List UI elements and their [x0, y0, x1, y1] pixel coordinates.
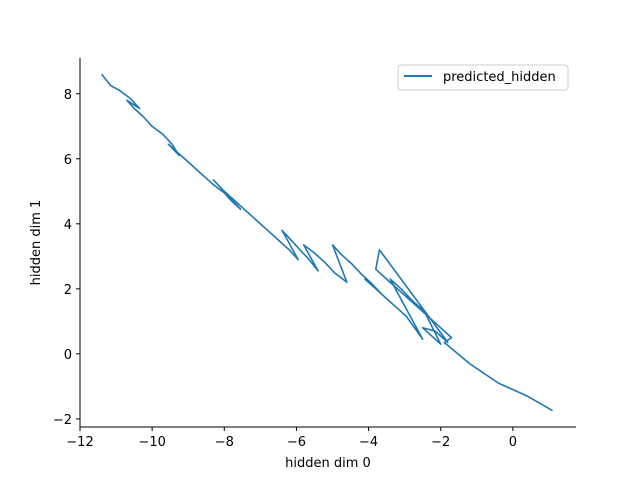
x-tick-label: 0 — [509, 435, 517, 450]
series-line — [100, 73, 553, 412]
legend-label: predicted_hidden — [443, 70, 556, 85]
x-tick-label: −12 — [66, 435, 93, 450]
series-layer — [100, 73, 553, 412]
x-axis-label: hidden dim 0 — [285, 456, 371, 471]
legend-box — [397, 64, 569, 91]
y-tick-label: 0 — [64, 348, 72, 363]
x-tick-label: −4 — [359, 435, 378, 450]
legend: predicted_hidden — [397, 64, 569, 91]
y-tick-label: 2 — [64, 283, 72, 298]
axes — [79, 58, 576, 428]
y-tick-label: −2 — [53, 413, 72, 428]
y-tick-label: 4 — [64, 218, 72, 233]
y-tick-label: 6 — [64, 153, 72, 168]
y-axis-ticks: −2 0 2 4 6 8 — [53, 88, 80, 428]
x-tick-label: −10 — [138, 435, 165, 450]
y-axis-label: hidden dim 1 — [29, 200, 44, 286]
x-tick-label: −8 — [215, 435, 234, 450]
x-axis-ticks: −12 −10 −8 −6 −4 −2 0 — [66, 427, 517, 450]
y-tick-label: 8 — [64, 88, 72, 103]
x-tick-label: −2 — [431, 435, 450, 450]
x-tick-label: −6 — [287, 435, 306, 450]
